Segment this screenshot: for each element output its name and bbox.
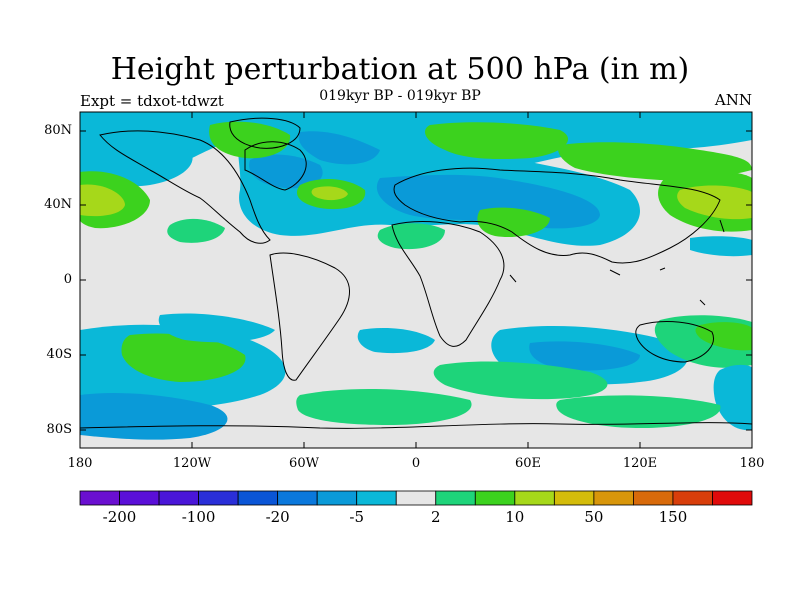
colorbar-swatch [316, 490, 358, 506]
contour-region [477, 207, 550, 238]
contour-region [80, 184, 125, 217]
colorbar-label: -5 [349, 508, 365, 526]
colorbar-label: -20 [265, 508, 290, 526]
contour-region [376, 174, 600, 229]
colorbar-label: -200 [102, 508, 137, 526]
contour-region [121, 333, 246, 382]
lon-tick-label: 60W [289, 456, 319, 471]
contour-region [558, 142, 752, 181]
contour-region [311, 186, 348, 201]
colorbar-swatch [553, 490, 595, 506]
contour-region [209, 121, 291, 159]
lon-tick-label: 120E [622, 456, 658, 471]
contour-region [249, 154, 323, 189]
lon-tick-label: 180 [739, 456, 765, 471]
colorbar-swatch [198, 490, 239, 506]
contour-region [695, 322, 752, 351]
colorbar-swatch [79, 490, 120, 506]
plot-title: Height perturbation at 500 hPa (in m) [110, 52, 690, 87]
contour-region [529, 341, 640, 371]
colorbar-swatch [435, 490, 476, 506]
lat-tick-label: 80S [46, 422, 72, 437]
lat-tick-label: 40S [46, 347, 72, 362]
lon-tick-label: 180 [67, 456, 93, 471]
lat-tick-label: 80N [44, 123, 72, 138]
contour-region [357, 328, 435, 354]
lat-tick-label: 40N [44, 197, 72, 212]
contour-region [425, 122, 569, 160]
lon-tick-label: 0 [411, 456, 421, 471]
colorbar-label: 150 [658, 508, 688, 526]
contour-region [690, 236, 752, 257]
coastlines [80, 117, 752, 429]
colorbar-swatch [633, 490, 674, 506]
contour-region [677, 185, 752, 220]
contour-region [296, 388, 472, 425]
plot-subtitle: 019kyr BP - 019kyr BP [319, 88, 481, 104]
colorbar-label: 2 [430, 508, 441, 526]
colorbar-swatch [712, 490, 753, 506]
contour-region [556, 395, 721, 428]
colorbar-label: 50 [584, 508, 604, 526]
tick-marks [79, 112, 753, 448]
colorbar-swatch [158, 490, 199, 506]
contour-region [298, 131, 380, 165]
colorbar-swatch [395, 490, 437, 506]
colorbar-label: -100 [181, 508, 216, 526]
colorbar [79, 490, 753, 506]
contour-region [158, 313, 275, 343]
lon-tick-label: 120W [172, 456, 212, 471]
colorbar-swatch [672, 490, 713, 506]
colorbar-label: 10 [505, 508, 525, 526]
colorbar-swatch [474, 490, 516, 506]
colorbar-swatch [356, 490, 397, 506]
lon-tick-label: 60E [514, 456, 542, 471]
contour-field [80, 112, 752, 448]
contour-region [377, 223, 445, 250]
experiment-label: Expt = tdxot-tdwzt [80, 92, 224, 110]
colorbar-swatch [277, 490, 318, 506]
colorbar-swatch [237, 490, 279, 506]
lat-tick-label: 0 [63, 272, 72, 287]
contour-region [167, 218, 225, 243]
contour-region [80, 393, 228, 440]
colorbar-swatch [514, 490, 555, 506]
colorbar-swatch [119, 490, 160, 506]
contour-region [433, 361, 608, 400]
colorbar-swatch [593, 490, 634, 506]
contour-region [713, 364, 752, 431]
season-label: ANN [714, 91, 752, 109]
